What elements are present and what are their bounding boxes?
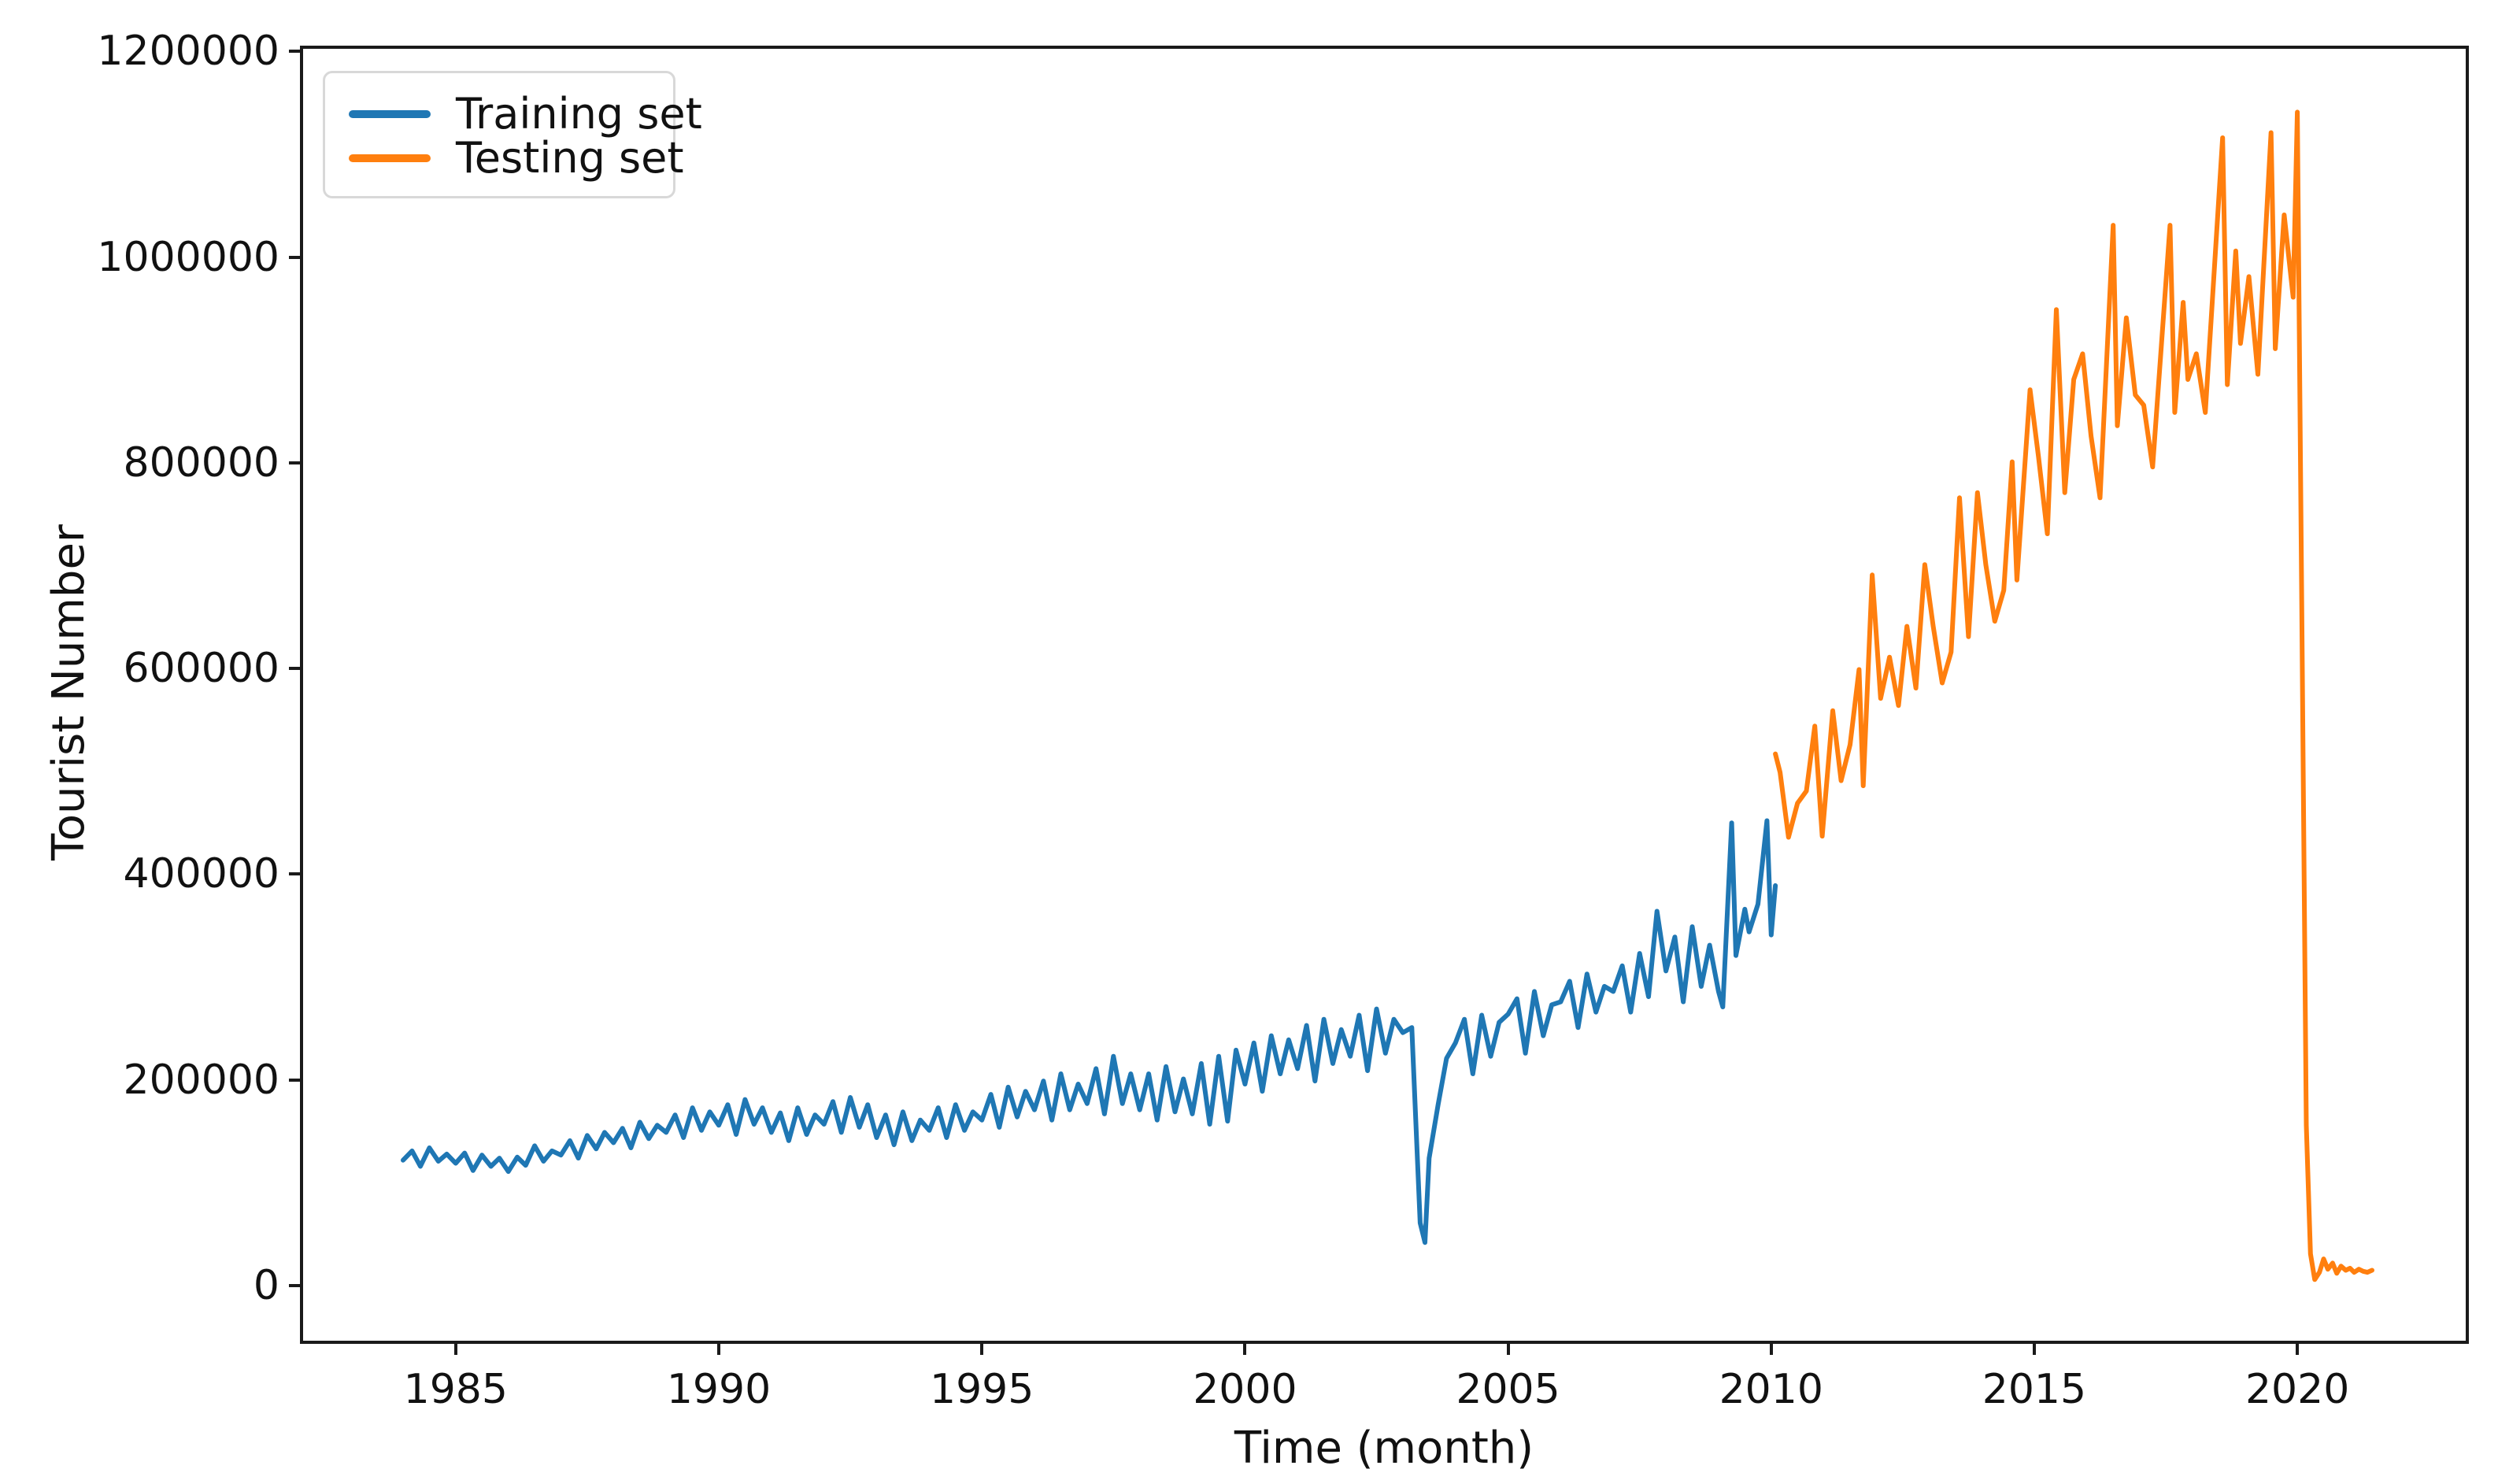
x-tick-label: 2000 bbox=[1193, 1366, 1297, 1413]
x-axis-label: Time (month) bbox=[1234, 1423, 1534, 1474]
testing-set-line-swatch bbox=[349, 154, 431, 162]
y-tick-label: 0 bbox=[253, 1262, 279, 1310]
x-tick-mark bbox=[2032, 1341, 2036, 1355]
y-tick-mark bbox=[289, 1078, 303, 1082]
plot-area: Training set Testing set bbox=[300, 46, 2469, 1344]
y-axis-label: Tourist Number bbox=[43, 524, 94, 860]
legend: Training set Testing set bbox=[323, 71, 702, 198]
y-tick-label: 600000 bbox=[123, 645, 279, 693]
x-tick-mark bbox=[1769, 1341, 1773, 1355]
x-tick-label: 1990 bbox=[666, 1366, 772, 1413]
training-set-line bbox=[401, 818, 1778, 1245]
y-tick-mark bbox=[289, 1284, 303, 1288]
legend-label-testing: Testing set bbox=[456, 133, 684, 183]
legend-entry-testing: Testing set bbox=[349, 136, 684, 180]
y-tick-label: 800000 bbox=[123, 439, 279, 487]
y-tick-mark bbox=[289, 50, 303, 54]
y-tick-mark bbox=[289, 667, 303, 671]
y-tick-mark bbox=[289, 461, 303, 464]
y-tick-mark bbox=[289, 255, 303, 259]
x-tick-mark bbox=[717, 1341, 720, 1355]
x-tick-label: 2005 bbox=[1456, 1366, 1560, 1413]
x-tick-label: 1995 bbox=[930, 1366, 1034, 1413]
y-tick-label: 400000 bbox=[123, 850, 279, 898]
x-tick-label: 2020 bbox=[2244, 1366, 2350, 1413]
training-set-line-swatch bbox=[349, 110, 431, 118]
x-tick-mark bbox=[453, 1341, 457, 1355]
x-tick-label: 2015 bbox=[1982, 1366, 2087, 1413]
legend-entry-training: Training set bbox=[349, 92, 702, 136]
legend-label-training: Training set bbox=[456, 89, 702, 139]
x-tick-mark bbox=[1506, 1341, 1510, 1355]
testing-set-line bbox=[1773, 109, 2374, 1282]
x-tick-mark bbox=[980, 1341, 984, 1355]
x-tick-mark bbox=[2296, 1341, 2300, 1355]
x-tick-mark bbox=[1243, 1341, 1247, 1355]
series-canvas bbox=[401, 109, 2374, 1282]
y-tick-label: 200000 bbox=[123, 1056, 279, 1104]
y-tick-label: 1000000 bbox=[97, 233, 279, 281]
x-tick-label: 1985 bbox=[403, 1366, 508, 1413]
y-tick-mark bbox=[289, 872, 303, 876]
x-tick-label: 2010 bbox=[1719, 1366, 1823, 1413]
y-tick-label: 1200000 bbox=[97, 28, 279, 76]
